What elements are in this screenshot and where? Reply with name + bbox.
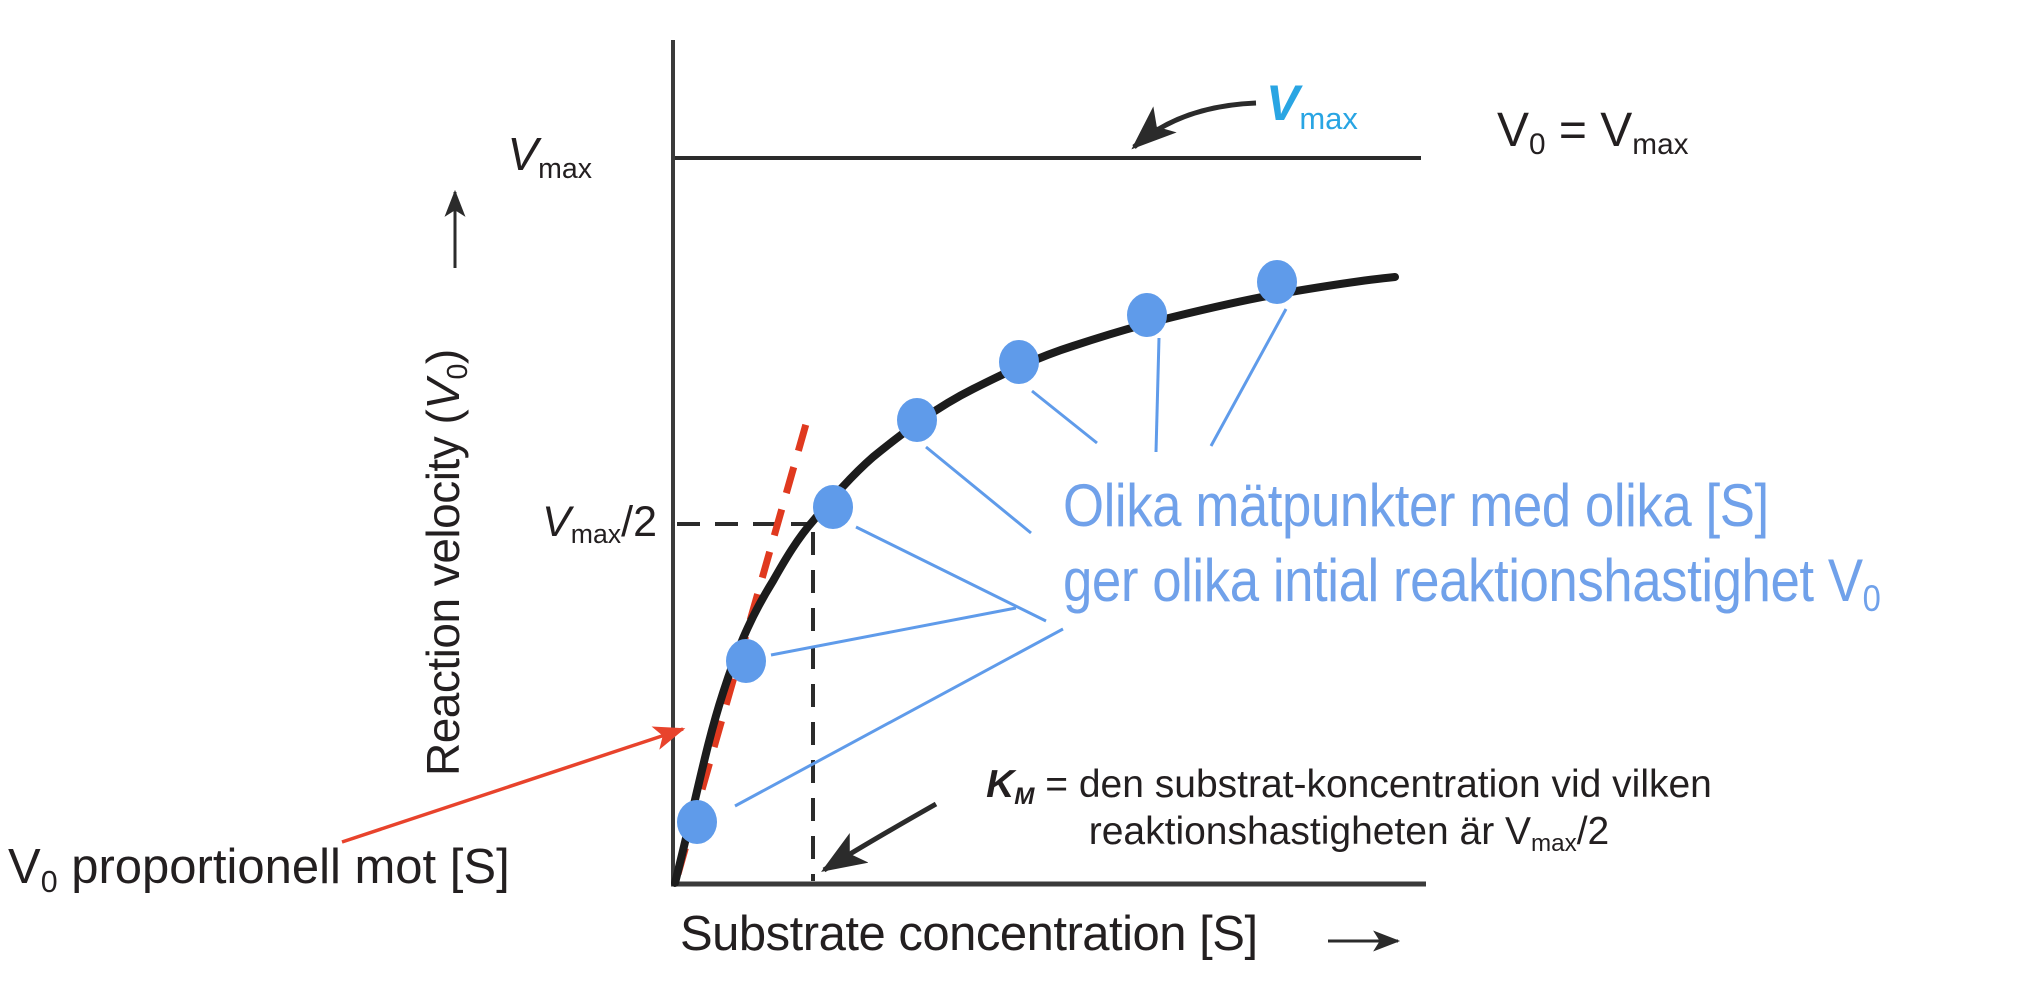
y-axis-label-post: )	[417, 349, 469, 365]
proportionality-arrow	[341, 726, 686, 844]
vmax-half-v: V	[542, 498, 571, 546]
data-point	[1257, 260, 1297, 304]
data-point	[999, 340, 1039, 384]
km-note-k: K	[986, 763, 1015, 806]
leader-line	[770, 606, 1017, 657]
km-note-line2: reaktionshastigheten är Vmax/2	[958, 809, 1740, 857]
measurement-note-line2-sub: 0	[1862, 577, 1881, 620]
km-note-line2-suffix: /2	[1576, 809, 1610, 853]
vmax-half-sub: max	[570, 519, 622, 550]
data-point	[813, 485, 853, 529]
measurement-note-line1: Olika mätpunkter med olika [S]	[1063, 472, 1769, 539]
vmax-tick-v: V	[507, 128, 539, 180]
km-note-k-sub: M	[1014, 782, 1035, 810]
km-definition-note: KM = den substrat-koncentration vid vilk…	[958, 762, 1740, 857]
leader-line	[1154, 337, 1161, 453]
vmax-callout-arrow	[1131, 100, 1257, 150]
measurement-note-line2-v: V	[1827, 547, 1863, 614]
measurement-note-line2: ger olika intial reaktionshastighet V0	[1063, 543, 1881, 620]
data-point	[897, 398, 937, 442]
data-points-group	[677, 260, 1297, 844]
y-axis-label-v: V	[417, 379, 469, 410]
leader-line	[1031, 389, 1098, 445]
measurement-note-line2-text: ger olika intial reaktionshastighet	[1063, 547, 1828, 614]
vmax-tick-label: Vmax	[507, 128, 592, 183]
proportionality-note: V0 proportionell mot [S]	[8, 840, 510, 897]
prop-note-rest: proportionell mot [S]	[57, 840, 510, 894]
km-note-line2-v: V	[1505, 809, 1532, 853]
x-axis-label-text: Substrate concentration [S]	[680, 907, 1258, 961]
km-note-line2-pre: reaktionshastigheten är	[1088, 809, 1506, 853]
vmax-tick-sub: max	[538, 152, 592, 185]
vmax-callout-sub: max	[1299, 100, 1358, 136]
v0-equals-vmax-label: V0 = Vmax	[1497, 104, 1688, 160]
km-note-line1-rest: = den substrat-koncentration vid vilken	[1034, 763, 1712, 806]
v0-eq-submax: max	[1632, 128, 1689, 162]
x-axis-label: Substrate concentration [S]	[680, 910, 1258, 959]
vmax-half-tick-label: Vmax/2	[542, 498, 657, 548]
data-point	[1127, 293, 1167, 337]
leader-line	[925, 445, 1032, 535]
km-callout-arrow	[821, 801, 938, 873]
prop-note-v: V	[8, 840, 41, 894]
km-note-line2-sub: max	[1531, 829, 1577, 857]
leader-line	[1209, 308, 1288, 447]
v0-eq-v: V	[1497, 104, 1530, 157]
data-point	[726, 639, 766, 683]
v0-eq-v2: V	[1600, 104, 1633, 157]
vmax-callout-v: V	[1266, 75, 1300, 131]
vmax-callout-label: Vmax	[1266, 75, 1358, 134]
leader-line	[855, 525, 1047, 623]
y-axis-label-sub: 0	[441, 364, 474, 380]
measurement-note: Olika mätpunkter med olika [S] ger olika…	[1063, 468, 1881, 620]
v0-eq-sign: =	[1545, 104, 1601, 157]
leader-line	[734, 627, 1064, 808]
data-point	[677, 800, 717, 844]
v0-eq-sub0: 0	[1529, 128, 1546, 162]
km-note-line1: KM = den substrat-koncentration vid vilk…	[958, 762, 1740, 810]
y-axis-label: Reaction velocity (V0)	[417, 349, 474, 776]
measurement-leader-lines	[734, 308, 1288, 808]
prop-note-sub: 0	[40, 864, 58, 899]
y-axis-label-pre: Reaction velocity (	[417, 409, 469, 776]
vmax-half-suffix: /2	[621, 498, 657, 546]
